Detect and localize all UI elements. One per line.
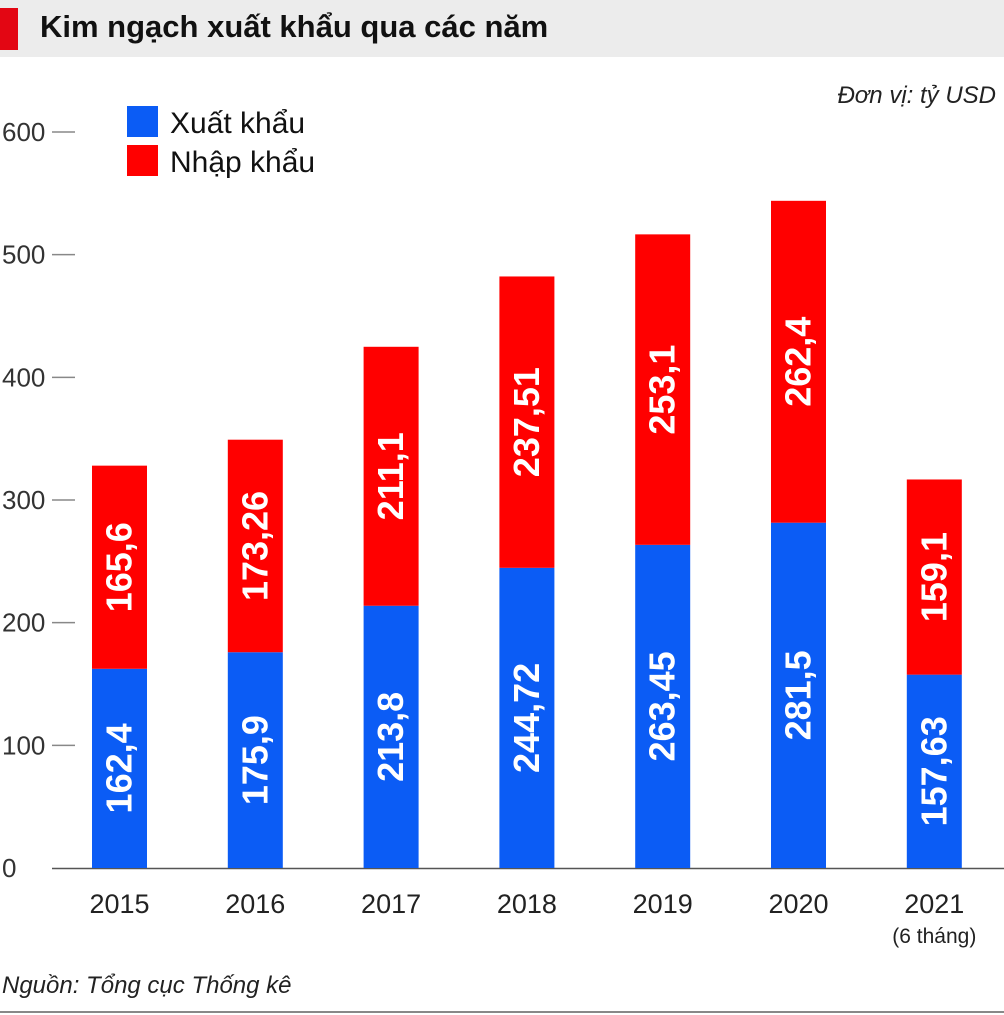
- x-tick-sublabel: (6 tháng): [892, 925, 976, 948]
- x-tick-label: 2015: [89, 889, 149, 919]
- chart-title: Kim ngạch xuất khẩu qua các năm: [40, 9, 549, 44]
- bar-export-2021: [906, 674, 962, 868]
- data-label: 237,51: [506, 367, 547, 477]
- data-label: 281,5: [778, 650, 819, 740]
- y-tick-label: 300: [2, 485, 45, 515]
- legend-label: Xuất khẩu: [170, 107, 305, 140]
- header-accent: [0, 8, 18, 50]
- bar-import-2015: [92, 465, 147, 669]
- y-tick-label: 600: [2, 117, 45, 147]
- data-label: 159,1: [913, 532, 954, 622]
- bar-import-2016: [227, 439, 283, 653]
- data-label: 157,63: [913, 716, 954, 826]
- y-tick-label: 100: [2, 730, 45, 760]
- legend-label: Nhập khẩu: [170, 146, 315, 179]
- bar-export-2017: [363, 605, 419, 868]
- unit-label: Đơn vị: tỷ USD: [837, 82, 996, 109]
- data-label: 253,1: [642, 345, 683, 435]
- bar-import-2020: [771, 200, 826, 523]
- bar-export-2015: [92, 668, 147, 868]
- data-label: 262,4: [778, 317, 819, 407]
- y-tick-label: 200: [2, 608, 45, 638]
- data-label: 213,8: [370, 692, 411, 782]
- y-tick-label: 0: [2, 853, 16, 883]
- bar-export-2018: [499, 567, 555, 868]
- data-label: 162,4: [99, 723, 140, 813]
- bar-import-2021: [906, 479, 962, 675]
- data-label: 173,26: [234, 491, 275, 601]
- source-note: Nguồn: Tổng cục Thống kê: [2, 972, 292, 999]
- bar-import-2019: [635, 234, 691, 545]
- legend-swatch-export: [127, 106, 158, 137]
- data-label: 211,1: [370, 432, 411, 520]
- header-bar: Kim ngạch xuất khẩu qua các năm: [0, 0, 1004, 57]
- bar-export-2019: [635, 544, 691, 868]
- bar-export-2016: [227, 652, 283, 868]
- data-label: 165,6: [99, 522, 140, 612]
- x-tick-label: 2017: [361, 889, 421, 919]
- legend-swatch-import: [127, 145, 158, 176]
- x-tick-label: 2016: [225, 889, 285, 919]
- x-tick-label: 2019: [633, 889, 693, 919]
- x-tick-label: 2021: [904, 889, 964, 919]
- data-label: 244,72: [506, 663, 547, 773]
- bar-export-2020: [771, 522, 826, 868]
- data-label: 263,45: [642, 651, 683, 761]
- y-tick-label: 400: [2, 362, 45, 392]
- bar-import-2017: [363, 346, 419, 606]
- x-tick-label: 2020: [768, 889, 828, 919]
- bottom-divider: [0, 1011, 1004, 1013]
- bar-import-2018: [499, 276, 555, 568]
- x-tick-label: 2018: [497, 889, 557, 919]
- data-label: 175,9: [234, 715, 275, 805]
- y-tick-label: 500: [2, 240, 45, 270]
